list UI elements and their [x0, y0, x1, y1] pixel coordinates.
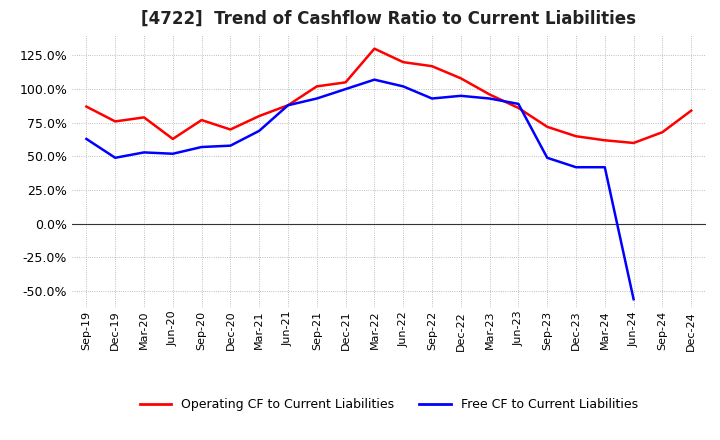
- Free CF to Current Liabilities: [111, 155, 120, 161]
- Operating CF to Current Liabilities: [629, 140, 638, 146]
- Free CF to Current Liabilities: [514, 101, 523, 106]
- Operating CF to Current Liabilities: [140, 115, 148, 120]
- Operating CF to Current Liabilities: [399, 59, 408, 65]
- Free CF to Current Liabilities: [572, 165, 580, 170]
- Operating CF to Current Liabilities: [514, 105, 523, 110]
- Free CF to Current Liabilities: [226, 143, 235, 148]
- Operating CF to Current Liabilities: [600, 138, 609, 143]
- Operating CF to Current Liabilities: [82, 104, 91, 109]
- Free CF to Current Liabilities: [255, 128, 264, 133]
- Operating CF to Current Liabilities: [456, 76, 465, 81]
- Operating CF to Current Liabilities: [543, 124, 552, 129]
- Free CF to Current Liabilities: [370, 77, 379, 82]
- Free CF to Current Liabilities: [284, 103, 292, 108]
- Line: Free CF to Current Liabilities: Free CF to Current Liabilities: [86, 80, 634, 299]
- Free CF to Current Liabilities: [82, 136, 91, 142]
- Operating CF to Current Liabilities: [485, 92, 494, 97]
- Operating CF to Current Liabilities: [226, 127, 235, 132]
- Free CF to Current Liabilities: [485, 96, 494, 101]
- Free CF to Current Liabilities: [312, 96, 321, 101]
- Operating CF to Current Liabilities: [111, 119, 120, 124]
- Operating CF to Current Liabilities: [658, 129, 667, 135]
- Operating CF to Current Liabilities: [168, 136, 177, 142]
- Operating CF to Current Liabilities: [370, 46, 379, 51]
- Free CF to Current Liabilities: [629, 297, 638, 302]
- Operating CF to Current Liabilities: [255, 114, 264, 119]
- Title: [4722]  Trend of Cashflow Ratio to Current Liabilities: [4722] Trend of Cashflow Ratio to Curren…: [141, 10, 636, 28]
- Free CF to Current Liabilities: [140, 150, 148, 155]
- Free CF to Current Liabilities: [456, 93, 465, 99]
- Operating CF to Current Liabilities: [312, 84, 321, 89]
- Free CF to Current Liabilities: [197, 144, 206, 150]
- Free CF to Current Liabilities: [543, 155, 552, 161]
- Free CF to Current Liabilities: [600, 165, 609, 170]
- Free CF to Current Liabilities: [428, 96, 436, 101]
- Operating CF to Current Liabilities: [687, 108, 696, 113]
- Operating CF to Current Liabilities: [341, 80, 350, 85]
- Operating CF to Current Liabilities: [197, 117, 206, 123]
- Free CF to Current Liabilities: [341, 86, 350, 92]
- Line: Operating CF to Current Liabilities: Operating CF to Current Liabilities: [86, 49, 691, 143]
- Legend: Operating CF to Current Liabilities, Free CF to Current Liabilities: Operating CF to Current Liabilities, Fre…: [135, 393, 643, 416]
- Free CF to Current Liabilities: [399, 84, 408, 89]
- Operating CF to Current Liabilities: [428, 63, 436, 69]
- Operating CF to Current Liabilities: [572, 134, 580, 139]
- Operating CF to Current Liabilities: [284, 103, 292, 108]
- Free CF to Current Liabilities: [168, 151, 177, 156]
